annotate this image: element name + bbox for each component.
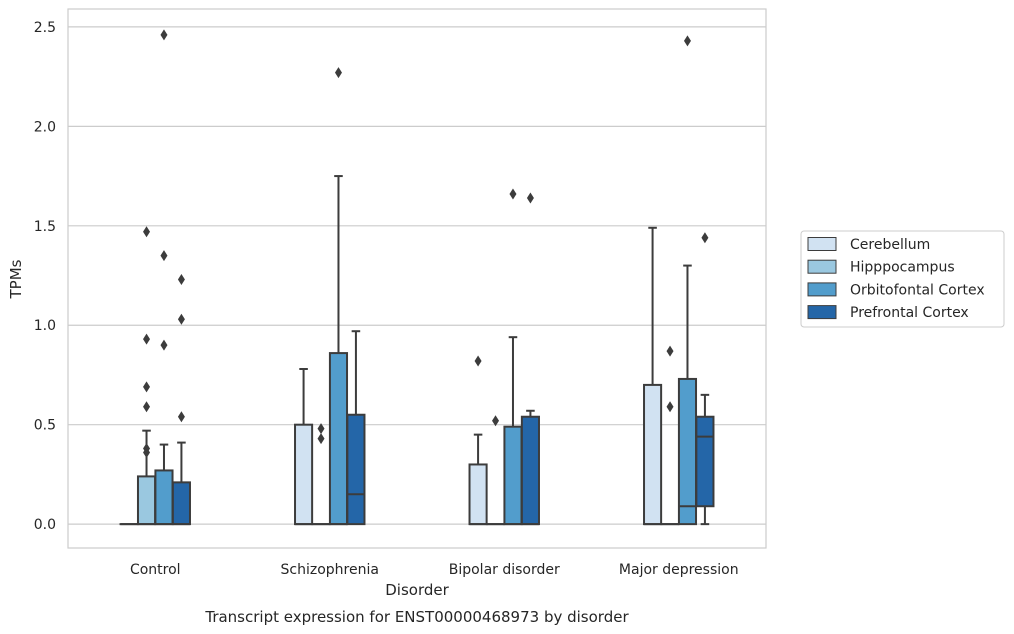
legend-swatch bbox=[807, 237, 837, 251]
legend-swatch bbox=[807, 305, 837, 320]
y-tick-label: 2.5 bbox=[34, 20, 56, 36]
box-hipppocampus bbox=[136, 226, 157, 526]
legend-label: Hipppocampus bbox=[850, 260, 955, 276]
box-rect bbox=[643, 383, 663, 526]
y-tick-label: 1.5 bbox=[34, 219, 56, 235]
box-cerebellum bbox=[643, 226, 663, 526]
box-rect bbox=[677, 377, 698, 526]
box-rect bbox=[695, 415, 715, 508]
plot-frame bbox=[67, 8, 767, 549]
box-hipppocampus bbox=[660, 345, 680, 526]
outlier-point bbox=[177, 411, 185, 423]
outlier-point bbox=[177, 313, 185, 325]
outlier-point bbox=[492, 415, 500, 427]
box-cerebellum bbox=[294, 367, 314, 526]
outlier-point bbox=[474, 355, 482, 367]
box-rect bbox=[503, 425, 523, 526]
box-prefrontal-cortex bbox=[171, 273, 191, 526]
y-tick-label: 0.5 bbox=[34, 418, 56, 434]
outlier-point bbox=[317, 423, 325, 435]
y-axis-title: TPMs bbox=[7, 259, 25, 299]
legend-swatch bbox=[807, 282, 837, 297]
x-tick-label: Bipolar disorder bbox=[449, 562, 560, 578]
outlier-point bbox=[143, 226, 151, 238]
chart-caption: Transcript expression for ENST0000046897… bbox=[204, 608, 629, 626]
outlier-point bbox=[160, 250, 168, 262]
box-rect bbox=[328, 352, 349, 526]
y-tick-labels: 0.0 0.5 1.0 1.5 2.0 2.5 bbox=[34, 20, 56, 533]
outlier-point bbox=[160, 339, 168, 351]
x-tick-labels: Control Schizophrenia Bipolar disorder Majo… bbox=[130, 562, 739, 578]
box-rect bbox=[171, 481, 191, 526]
legend-label: Orbitofontal Cortex bbox=[850, 282, 985, 298]
x-tick-label: Control bbox=[130, 562, 181, 578]
legend-label: Cerebellum bbox=[850, 237, 930, 253]
outlier-point bbox=[701, 232, 709, 244]
box-rect bbox=[520, 415, 540, 526]
box-rect bbox=[154, 469, 174, 526]
outlier-point bbox=[143, 381, 151, 393]
box-rect bbox=[294, 423, 314, 526]
box-orbitofontal-cortex bbox=[328, 67, 349, 526]
outlier-point bbox=[143, 333, 151, 345]
outlier-point bbox=[177, 273, 185, 285]
box-prefrontal-cortex bbox=[695, 232, 715, 526]
box-series-group bbox=[119, 29, 715, 526]
outlier-point bbox=[143, 447, 151, 459]
box-rect bbox=[468, 463, 488, 526]
legend-label: Prefrontal Cortex bbox=[850, 305, 969, 321]
y-tick-label: 2.0 bbox=[34, 119, 56, 135]
box-orbitofontal-cortex bbox=[503, 188, 523, 526]
y-tick-label: 1.0 bbox=[34, 318, 56, 334]
outlier-point bbox=[683, 35, 691, 47]
box-rect bbox=[136, 475, 157, 526]
outlier-point bbox=[160, 29, 168, 41]
box-orbitofontal-cortex bbox=[154, 29, 174, 526]
outlier-point bbox=[526, 192, 534, 204]
outlier-point bbox=[143, 401, 151, 413]
x-tick-label: Schizophrenia bbox=[281, 562, 379, 578]
outlier-point bbox=[317, 433, 325, 445]
legend-frame bbox=[800, 230, 1005, 328]
box-prefrontal-cortex bbox=[346, 330, 366, 526]
x-axis-title: Disorder bbox=[385, 581, 449, 599]
outlier-point bbox=[509, 188, 517, 200]
x-tick-label: Major depression bbox=[619, 562, 739, 578]
outlier-point bbox=[666, 401, 674, 413]
box-rect bbox=[346, 413, 366, 526]
y-tick-label: 0.0 bbox=[34, 517, 56, 533]
box-cerebellum bbox=[468, 355, 488, 526]
legend-swatch bbox=[807, 259, 837, 274]
outlier-point bbox=[666, 345, 674, 357]
outlier-point bbox=[334, 67, 342, 79]
box-prefrontal-cortex bbox=[520, 192, 540, 526]
legend: Cerebellum Hipppocampus Orbitofontal Corte… bbox=[800, 230, 1005, 328]
